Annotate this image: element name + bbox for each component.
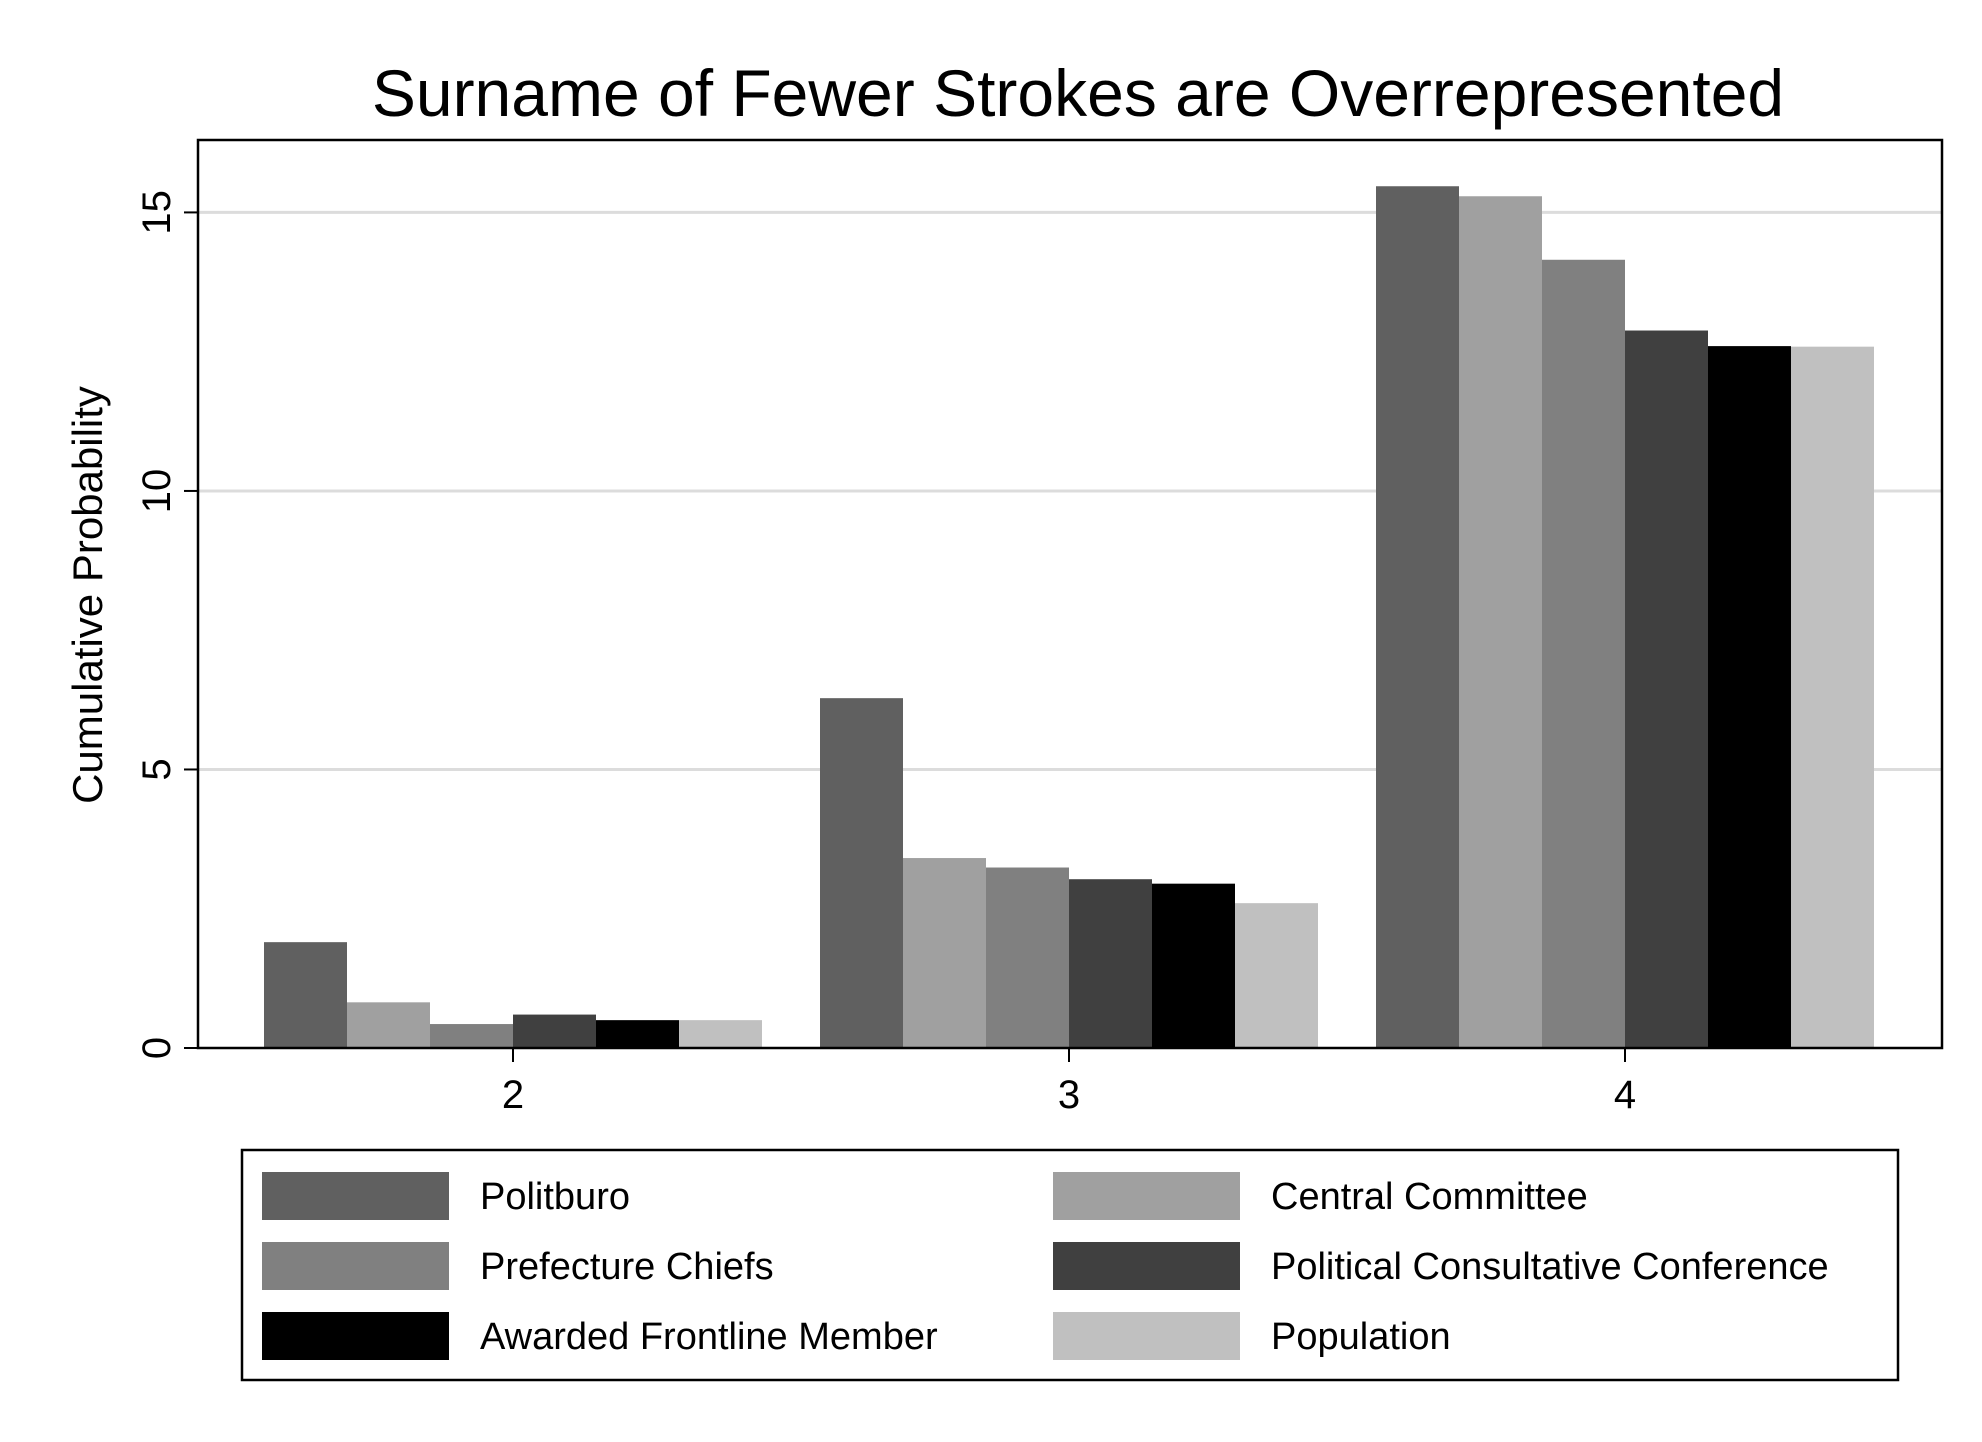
y-tick-label: 15 xyxy=(135,190,179,235)
legend: Politburo Central Committee Prefecture Chi… xyxy=(240,1148,1900,1382)
bar xyxy=(820,698,903,1048)
bar xyxy=(1542,259,1625,1049)
chart-title: Surname of Fewer Strokes are Overreprese… xyxy=(372,56,1784,130)
bar xyxy=(1235,903,1318,1048)
bar xyxy=(986,867,1069,1048)
bars xyxy=(264,186,1874,1049)
bar xyxy=(1376,186,1459,1048)
bar xyxy=(679,1020,762,1048)
y-tick-label: 0 xyxy=(135,1037,179,1059)
legend-swatch xyxy=(1053,1312,1240,1360)
bar xyxy=(903,858,986,1048)
legend-swatch xyxy=(262,1172,449,1220)
plot-frame xyxy=(196,138,1944,1050)
bar xyxy=(1069,879,1152,1048)
bar xyxy=(1152,883,1235,1048)
bar xyxy=(1459,196,1542,1048)
axes: 0 5 10 15 2 3 4 xyxy=(135,138,1944,1117)
bar xyxy=(264,942,347,1048)
legend-swatch xyxy=(1053,1172,1240,1220)
x-tick-label: 3 xyxy=(1058,1073,1080,1117)
bar xyxy=(1791,346,1874,1048)
legend-label: Awarded Frontline Member xyxy=(480,1316,938,1358)
legend-label: Politburo xyxy=(480,1176,630,1218)
legend-label: Population xyxy=(1271,1316,1451,1358)
legend-label: Central Committee xyxy=(1271,1176,1588,1218)
legend-swatch xyxy=(262,1242,449,1290)
bar xyxy=(1708,346,1791,1048)
bar xyxy=(347,1002,430,1048)
legend-label: Prefecture Chiefs xyxy=(480,1246,774,1288)
legend-swatch xyxy=(262,1312,449,1360)
bar xyxy=(596,1020,679,1048)
bar xyxy=(430,1024,513,1048)
legend-swatch xyxy=(1053,1242,1240,1290)
bar xyxy=(513,1014,596,1048)
legend-label: Political Consultative Conference xyxy=(1271,1246,1829,1288)
y-tick-label: 5 xyxy=(135,758,179,780)
y-tick-label: 10 xyxy=(135,469,179,514)
x-tick-label: 2 xyxy=(502,1073,524,1117)
x-tick-label: 4 xyxy=(1614,1073,1636,1117)
y-axis-title: Cumulative Probability xyxy=(64,386,111,804)
bar xyxy=(1625,330,1708,1048)
